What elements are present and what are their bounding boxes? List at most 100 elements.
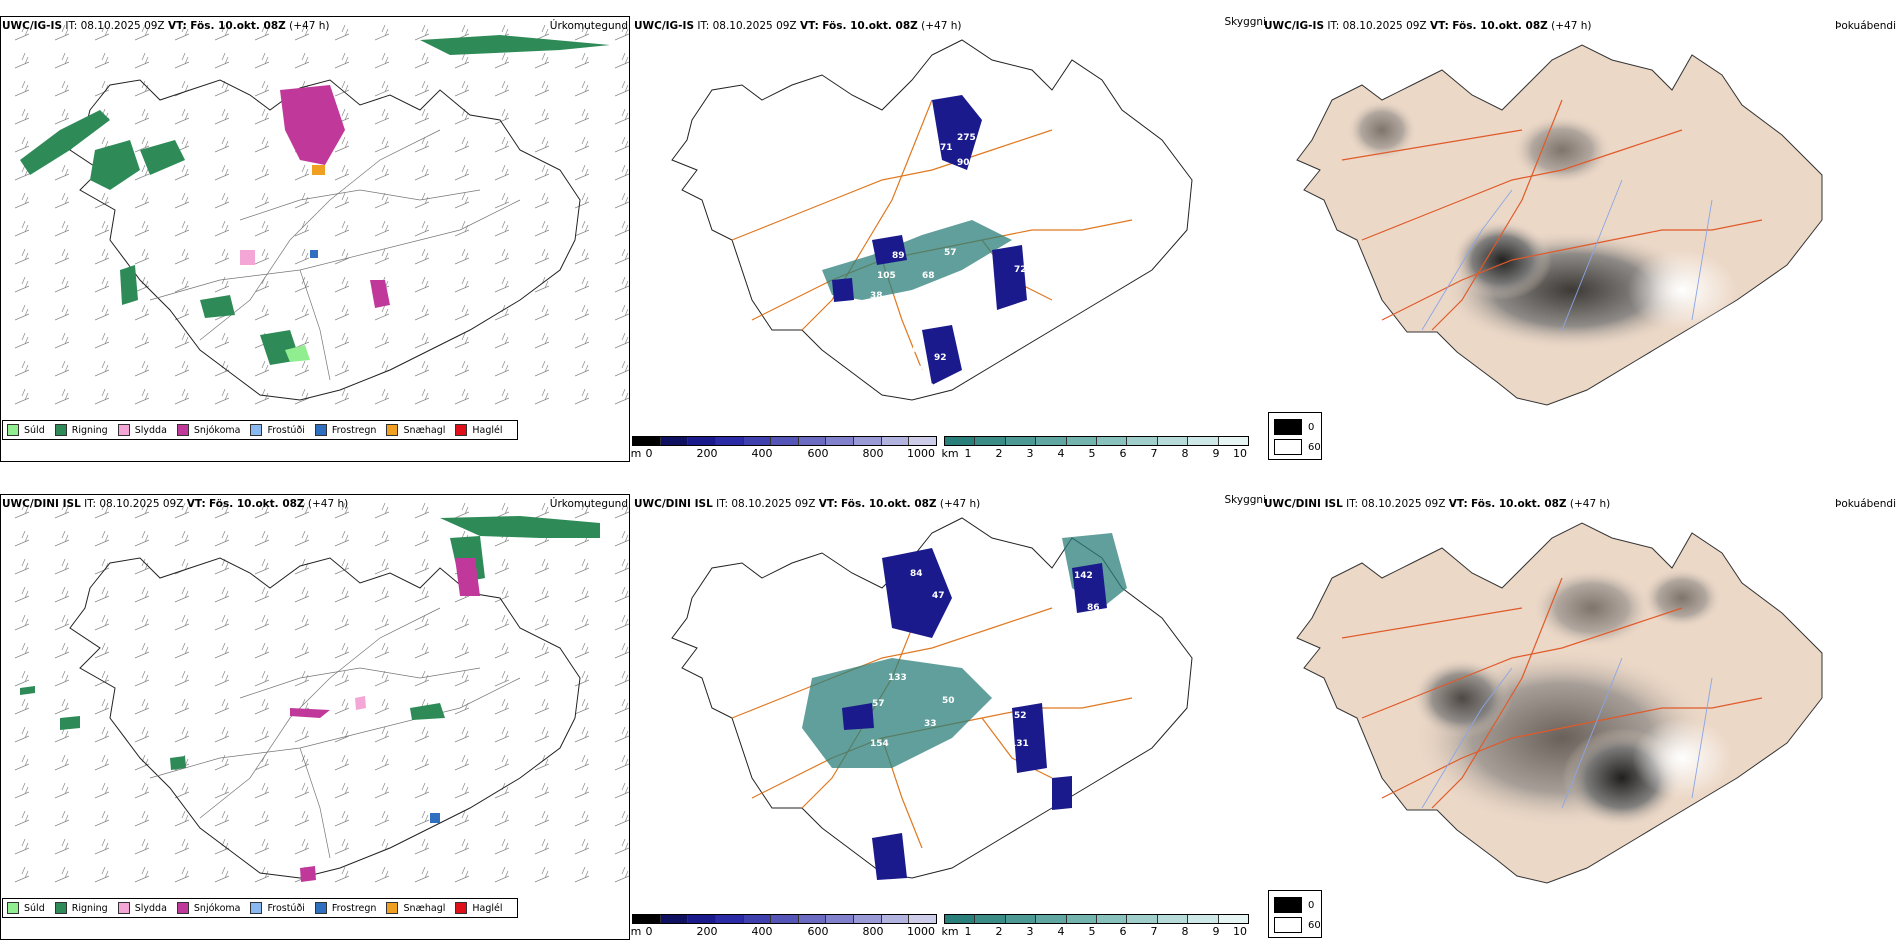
wind-barb [454, 52, 470, 69]
wind-barb [334, 80, 350, 97]
roads [1341, 99, 1763, 331]
valid-time: Fös. 10.okt. 08Z [209, 498, 305, 510]
wind-barb [574, 108, 590, 125]
wind-barb [14, 24, 30, 41]
wind-barb [214, 782, 230, 799]
wind-barb [374, 108, 390, 125]
wind-barb [254, 698, 270, 715]
wind-barb [214, 530, 230, 547]
valid-time: Fös. 10.okt. 08Z [841, 498, 937, 510]
wind-barb [254, 164, 270, 181]
colorbar-cell [771, 915, 799, 923]
wind-barb [14, 558, 30, 575]
wind-barb [254, 24, 270, 41]
colorbar-cell [854, 437, 882, 445]
wind-barb [574, 614, 590, 631]
wind-barb [374, 192, 390, 209]
legend-swatch [455, 902, 468, 914]
precip-legend: Súld Rigning Slydda Snjókoma Frostúði Fr… [2, 898, 518, 918]
legend-item: Súld [7, 424, 45, 436]
wind-barb [414, 136, 430, 153]
panel-parameter: Úrkomutegund [549, 20, 628, 32]
fog-legend: 0 60 [1268, 890, 1322, 938]
wind-barb [54, 502, 70, 519]
wind-barb [454, 136, 470, 153]
wind-barb [414, 24, 430, 41]
legend-item: Frostregn [314, 424, 376, 436]
wind-barb [614, 502, 630, 519]
fog-swatch [1274, 439, 1302, 455]
wind-barb [54, 80, 70, 97]
colorbar-tick: 2 [995, 447, 1003, 460]
wind-barb [494, 866, 510, 883]
colorbar-cell [1157, 915, 1189, 923]
wind-barb [214, 192, 230, 209]
wind-barb [294, 810, 310, 827]
precip-areas [20, 35, 610, 365]
init-time: 08.10.2025 09Z [80, 20, 165, 32]
wind-barb [334, 754, 350, 771]
colorbar-unit: km [941, 447, 959, 460]
wind-barb [134, 136, 150, 153]
wind-barb [134, 192, 150, 209]
wind-barb [494, 558, 510, 575]
wind-barb [54, 192, 70, 209]
wind-barb [374, 698, 390, 715]
colorbar-tick: 3 [1026, 447, 1034, 460]
wind-barb [294, 164, 310, 181]
colorbar-cell [909, 437, 937, 445]
wind-barb [414, 360, 430, 377]
wind-barb [254, 360, 270, 377]
wind-barb [374, 304, 390, 321]
wind-barb [414, 838, 430, 855]
fog-map [1296, 522, 1823, 884]
wind-barb [254, 586, 270, 603]
wind-barb [494, 192, 510, 209]
wind-barb [94, 810, 110, 827]
wind-barb [134, 388, 150, 405]
panel-title: UWC/IG-IS IT: 08.10.2025 09Z VT: Fös. 10… [1264, 20, 1591, 32]
colorbar-tick: 600 [807, 447, 829, 460]
wind-barb [174, 108, 190, 125]
vis-value-label: 51 [907, 387, 920, 397]
vis-value-label: 127 [1047, 651, 1066, 661]
wind-barb [214, 586, 230, 603]
legend-label: Frostúði [267, 902, 305, 914]
wind-barb [14, 754, 30, 771]
wind-barb [534, 614, 550, 631]
wind-barb [374, 502, 390, 519]
wind-barb [14, 782, 30, 799]
wind-barb [94, 502, 110, 519]
rivers [1421, 179, 1713, 331]
model-name: UWC/IG-IS [1264, 20, 1325, 32]
colorbar-tick: 1000 [907, 925, 935, 938]
wind-barb [214, 276, 230, 293]
colorbar-cell [771, 437, 799, 445]
legend-swatch [386, 424, 399, 436]
wind-barb [414, 276, 430, 293]
wind-barb [214, 502, 230, 519]
wind-barb [134, 614, 150, 631]
legend-label: Haglél [472, 424, 503, 436]
wind-barb [94, 642, 110, 659]
visibility-colorbar-ticks: km 1 2 3 4 5 6 7 8 9 10 [941, 924, 1249, 938]
wind-barb [494, 614, 510, 631]
wind-barb [414, 388, 430, 405]
lead-time: (+47 h) [939, 498, 981, 510]
wind-barb [574, 388, 590, 405]
colorbar-tick: 1 [964, 925, 972, 938]
height-colorbar-scale [632, 436, 937, 446]
wind-barb [294, 782, 310, 799]
wind-barb [494, 838, 510, 855]
wind-barb [214, 614, 230, 631]
wind-barb [94, 782, 110, 799]
colorbar-cell [1127, 915, 1158, 923]
colorbar-tick: 7 [1150, 447, 1158, 460]
wind-barb [214, 220, 230, 237]
wind-barb [14, 136, 30, 153]
wind-barb [614, 108, 630, 125]
wind-barb [614, 164, 630, 181]
legend-label: Snæhagl [403, 902, 446, 914]
wind-barb [414, 108, 430, 125]
wind-barb [614, 866, 630, 883]
